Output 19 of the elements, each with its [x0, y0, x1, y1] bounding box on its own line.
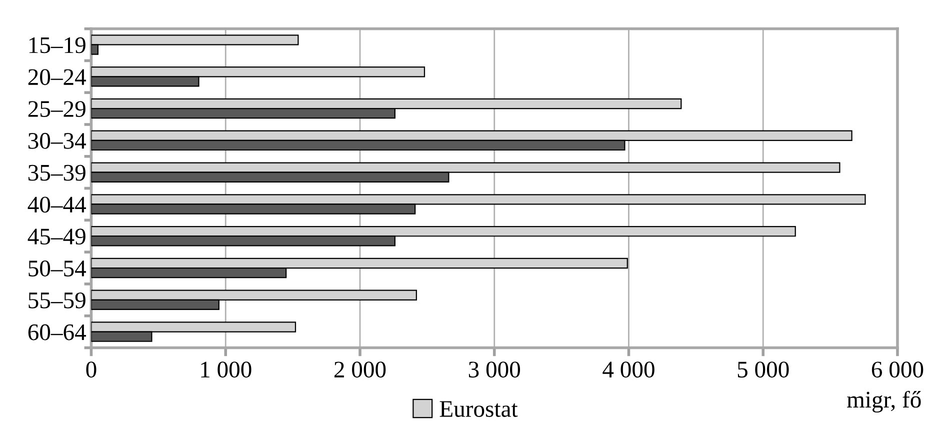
x-tick-label: 3 000 — [468, 362, 520, 378]
y-tick-label: 35–39 — [28, 164, 86, 181]
x-tick-label: 1 000 — [201, 362, 252, 378]
y-tick-label: 25–29 — [28, 101, 86, 117]
y-tick-label: 20–24 — [28, 69, 86, 86]
legend-label: Eurostat — [440, 401, 518, 417]
x-tick-label: 2 000 — [334, 362, 386, 378]
y-tick-label: 60–64 — [28, 324, 86, 340]
y-tick-label: 40–44 — [28, 196, 86, 213]
y-tick-label: 45–49 — [28, 228, 86, 245]
x-axis-title: migr, fő — [847, 390, 921, 413]
y-tick-label: 15–19 — [29, 37, 86, 54]
x-tick-label: 0 — [86, 362, 96, 378]
y-tick-label: 50–54 — [28, 260, 86, 276]
y-tick-label: 30–34 — [28, 132, 86, 149]
x-tick-label: 5 000 — [738, 362, 789, 378]
y-tick-label: 55–59 — [28, 292, 86, 308]
x-tick-label: 4 000 — [602, 362, 654, 378]
x-tick-label: 6 000 — [872, 362, 924, 378]
